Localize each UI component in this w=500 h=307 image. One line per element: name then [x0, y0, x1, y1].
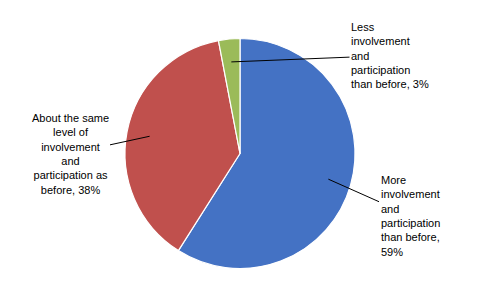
- svg-text:Moreinvolvementandparticipatio: Moreinvolvementandparticipationthan befo…: [381, 174, 440, 258]
- svg-text:About the samelevel ofinvolvem: About the samelevel ofinvolvementandpart…: [32, 112, 109, 196]
- svg-text:Lessinvolvementandparticipatio: Lessinvolvementandparticipationthan befo…: [351, 21, 429, 90]
